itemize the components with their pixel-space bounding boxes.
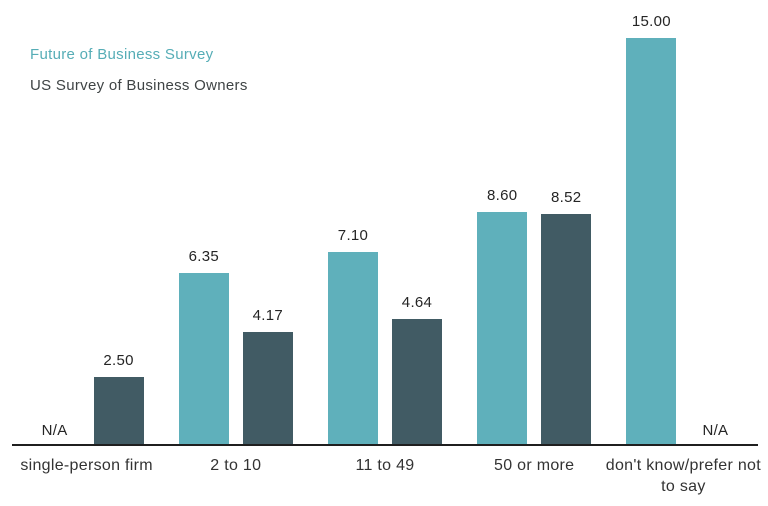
na-label-future-of-business-survey-single-person-firm: N/A [41,422,68,439]
x-axis-label-2-to-10: 2 to 10 [210,457,262,474]
value-label-us-survey-of-business-owners-11-to-49: 4.64 [401,294,433,312]
value-label-future-of-business-survey-50-or-more: 8.60 [486,186,518,204]
bar-us-survey-of-business-owners-2-to-10 [242,331,293,445]
value-label-us-survey-of-business-owners-50-or-more: 8.52 [550,188,582,206]
bar-future-of-business-survey-50-or-more [477,211,528,445]
value-label-future-of-business-survey-2-to-10: 6.35 [188,247,219,265]
legend-item-future-of-business-survey: Future of Business Survey [30,46,214,63]
bar-future-of-business-survey-11-to-49 [328,252,378,445]
x-axis-label-50-or-more: 50 or more [494,457,575,474]
na-label-us-survey-of-business-owners-don-t-know-prefer-not-to-say: N/A [702,422,729,439]
bar-us-survey-of-business-owners-50-or-more [541,213,592,445]
value-label-future-of-business-survey-11-to-49: 7.10 [337,227,369,245]
value-label-us-survey-of-business-owners-2-to-10: 4.17 [252,306,283,324]
legend-item-us-survey-of-business-owners: US Survey of Business Owners [30,77,248,94]
bar-us-survey-of-business-owners-11-to-49 [392,319,442,445]
x-axis-label-single-person-firm: single-person firm [20,457,153,474]
bar-us-survey-of-business-owners-single-person-firm [93,377,144,445]
bar-future-of-business-survey-2-to-10 [178,272,229,445]
chart-legend: Future of Business Survey US Survey of B… [30,46,248,108]
value-label-us-survey-of-business-owners-single-person-firm: 2.50 [103,352,134,370]
x-axis-line [12,444,758,446]
value-label-future-of-business-survey-don-t-know-prefer-not-to-say: 15.00 [631,13,671,30]
x-axis-label-11-to-49: 11 to 49 [355,457,415,474]
x-axis-label-don-t-know-prefer-not-to-say: don't know/prefer not to say [605,457,761,495]
bar-future-of-business-survey-don-t-know-prefer-not-to-say [626,38,677,445]
